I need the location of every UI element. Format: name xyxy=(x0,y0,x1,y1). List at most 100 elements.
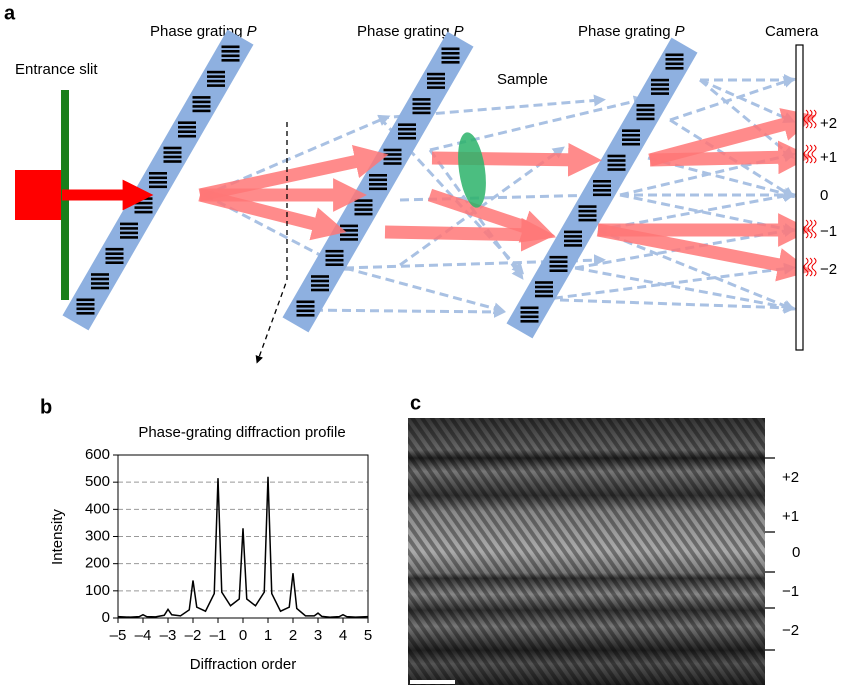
light-path xyxy=(699,78,795,159)
y-tick-label: 100 xyxy=(85,582,110,599)
grating xyxy=(506,37,698,339)
grating-line xyxy=(398,123,416,126)
grating-line xyxy=(665,62,684,66)
grating-line xyxy=(192,109,211,113)
grating-line xyxy=(607,159,626,162)
beam xyxy=(649,140,812,175)
grating-line xyxy=(221,59,240,62)
grating-line xyxy=(622,142,640,146)
grating-line xyxy=(221,50,240,53)
grating-line xyxy=(311,284,329,287)
grating-line xyxy=(340,238,358,241)
grating-line xyxy=(296,309,315,313)
grating-line xyxy=(163,160,182,163)
grating-line xyxy=(441,61,460,64)
grating-line xyxy=(192,100,211,104)
grating-line xyxy=(207,70,225,74)
signal xyxy=(803,219,809,239)
grating-line xyxy=(520,315,539,319)
grating-line xyxy=(91,282,109,285)
x-axis-label: Diffraction order xyxy=(190,656,296,673)
grating-line xyxy=(564,230,582,234)
grating-line xyxy=(593,184,611,188)
grating-line xyxy=(325,258,344,262)
grating-line xyxy=(665,53,684,57)
grating-line xyxy=(622,133,640,137)
grating-line xyxy=(354,199,373,202)
light-path xyxy=(559,298,796,314)
grating-line xyxy=(91,286,109,290)
grating-label: Phase grating P xyxy=(357,23,464,40)
y-axis-label: Intensity xyxy=(49,509,66,565)
grating-line xyxy=(76,303,95,306)
grating-line xyxy=(622,129,640,132)
y-tick-label: 200 xyxy=(85,555,110,572)
sample xyxy=(458,132,486,208)
grating-line xyxy=(398,136,416,140)
grating-line xyxy=(398,127,416,131)
signal xyxy=(811,219,817,239)
grating-line xyxy=(636,113,655,116)
light-path xyxy=(699,78,796,124)
signal xyxy=(807,144,813,164)
light-path xyxy=(574,266,796,313)
grating-line xyxy=(369,174,387,177)
grating-line xyxy=(549,269,568,272)
light-path xyxy=(647,156,796,200)
y-tick-label: 300 xyxy=(85,527,110,544)
grating-line xyxy=(535,294,553,298)
grating-line xyxy=(369,187,387,191)
grating-line xyxy=(311,275,329,278)
grating-line xyxy=(564,244,582,247)
grating-line xyxy=(178,125,196,129)
grating-line xyxy=(549,264,568,268)
grating-line xyxy=(207,84,225,87)
order-label: +2 xyxy=(782,469,799,486)
grating-line xyxy=(105,256,124,260)
grating-line xyxy=(178,121,196,124)
grating-line xyxy=(105,247,124,251)
grating-line xyxy=(520,320,539,323)
grating-line xyxy=(76,307,95,311)
light-path xyxy=(539,262,796,302)
y-tick-label: 400 xyxy=(85,500,110,517)
beam xyxy=(427,188,557,243)
light-source xyxy=(15,170,62,220)
grating-line xyxy=(520,311,539,314)
beam xyxy=(198,188,347,241)
x-tick-label: 0 xyxy=(239,627,247,644)
panel-label: c xyxy=(410,392,421,414)
grating-line xyxy=(427,86,445,89)
grating-line xyxy=(149,172,167,175)
grating-line xyxy=(636,104,655,107)
grating-line xyxy=(651,78,669,82)
grating-line xyxy=(651,92,669,95)
grating-line xyxy=(412,102,431,106)
order-label: +1 xyxy=(782,508,799,525)
y-tick-label: 600 xyxy=(85,446,110,463)
grating-label: Phase grating P xyxy=(150,23,257,40)
grating-line xyxy=(578,209,597,213)
grating-line xyxy=(549,260,568,263)
grating-line xyxy=(427,72,445,76)
grating-line xyxy=(593,189,611,192)
grating-line xyxy=(149,185,167,189)
grating-line xyxy=(192,105,211,108)
grating-line xyxy=(578,214,597,217)
grating-line xyxy=(564,239,582,243)
grating-line xyxy=(105,252,124,255)
grating-line xyxy=(535,285,553,289)
beam xyxy=(431,142,602,177)
grating-line xyxy=(296,300,315,304)
grating-line xyxy=(178,130,196,133)
x-tick-label: 4 xyxy=(339,627,347,644)
grating-line xyxy=(163,151,182,154)
grating-line xyxy=(120,236,138,239)
grating-line xyxy=(520,306,539,310)
grating-line xyxy=(296,305,315,308)
signal xyxy=(811,144,817,164)
light-path xyxy=(344,266,506,315)
grating-line xyxy=(665,58,684,61)
light-path xyxy=(574,225,796,270)
grating xyxy=(282,31,474,333)
